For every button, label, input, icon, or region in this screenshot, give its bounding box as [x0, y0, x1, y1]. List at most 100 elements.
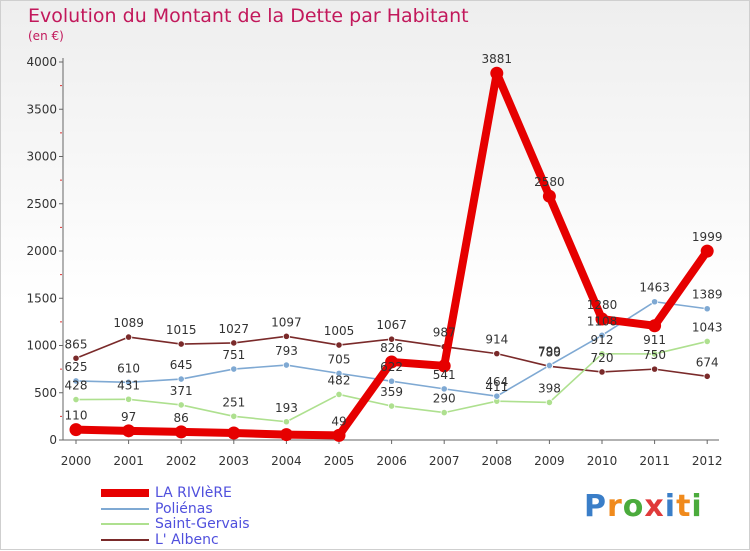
data-point — [227, 426, 241, 440]
data-label: 97 — [121, 410, 136, 424]
data-point — [282, 418, 290, 426]
y-tick-label: 2000 — [26, 244, 57, 258]
data-point — [650, 365, 659, 373]
data-label: 1389 — [692, 288, 723, 302]
data-label: 1067 — [376, 318, 407, 332]
data-point — [493, 350, 501, 358]
data-point — [177, 340, 185, 348]
data-point — [282, 332, 290, 340]
proxiti-logo: Proxiti — [584, 489, 703, 524]
data-label: 1463 — [639, 281, 670, 295]
y-tick-label: 0 — [49, 433, 57, 447]
data-point — [545, 361, 554, 370]
data-point — [493, 392, 501, 400]
data-point — [335, 341, 343, 349]
data-point — [125, 333, 133, 341]
data-point — [650, 298, 659, 306]
legend-label: Saint-Gervais — [155, 516, 250, 532]
y-tick-label: 1500 — [26, 291, 57, 305]
logo-letter: i — [691, 489, 703, 524]
data-point — [387, 402, 396, 410]
data-point — [703, 337, 711, 346]
x-tick-label: 2006 — [376, 454, 407, 468]
data-point — [385, 355, 399, 369]
y-tick-label: 3000 — [26, 150, 57, 164]
data-point — [437, 359, 451, 373]
data-label: 428 — [65, 379, 88, 393]
data-label: 86 — [174, 411, 189, 425]
data-point — [125, 395, 133, 403]
y-tick-label: 500 — [34, 386, 57, 400]
data-label: 359 — [380, 385, 403, 399]
logo-letter: i — [664, 489, 677, 524]
data-label: 793 — [275, 344, 298, 358]
data-label: 541 — [433, 368, 456, 382]
logo-letter: P — [584, 489, 607, 524]
data-label: 625 — [65, 360, 88, 374]
x-tick-label: 2007 — [429, 454, 460, 468]
data-point — [700, 244, 714, 258]
x-tick-label: 2003 — [219, 454, 250, 468]
data-point — [122, 424, 136, 438]
data-point — [174, 425, 188, 439]
data-point — [335, 390, 343, 399]
data-label: 1015 — [166, 323, 197, 337]
data-point — [440, 385, 448, 393]
x-tick-label: 2010 — [587, 454, 618, 468]
x-tick-label: 2004 — [271, 454, 302, 468]
chart-title: Evolution du Montant de la Dette par Hab… — [28, 5, 469, 27]
data-label: 1097 — [271, 315, 302, 329]
y-tick-label: 2500 — [26, 197, 57, 211]
data-label: 750 — [643, 348, 666, 362]
data-label: 799 — [538, 344, 561, 358]
data-label: 464 — [485, 375, 508, 389]
data-label: 780 — [538, 345, 561, 359]
x-tick-label: 2002 — [166, 454, 197, 468]
y-tick-label: 3500 — [26, 102, 57, 116]
legend-swatch — [101, 489, 149, 497]
x-tick-label: 2009 — [534, 454, 565, 468]
data-point — [279, 428, 293, 442]
data-point — [72, 377, 80, 385]
data-point — [332, 428, 346, 442]
legend-label: Poliénas — [155, 500, 213, 517]
data-point — [230, 412, 238, 420]
data-label: 914 — [485, 333, 508, 347]
data-label: 49 — [331, 414, 346, 428]
data-point — [648, 319, 662, 333]
data-label: 622 — [380, 360, 403, 374]
x-tick-label: 2008 — [482, 454, 513, 468]
data-label: 610 — [117, 361, 140, 375]
data-point — [69, 423, 83, 437]
legend-swatch — [101, 523, 149, 525]
data-point — [545, 398, 554, 406]
data-point — [595, 312, 609, 326]
legend-label: L' Albenc — [155, 531, 219, 548]
data-label: 398 — [538, 381, 561, 395]
data-label: 705 — [328, 352, 351, 366]
data-point — [387, 377, 396, 385]
data-point — [703, 372, 711, 380]
data-label: 751 — [222, 348, 245, 362]
data-label: 1280 — [587, 298, 618, 312]
data-point — [72, 354, 80, 362]
data-point — [282, 361, 290, 369]
x-tick-label: 2001 — [113, 454, 144, 468]
data-label: 1089 — [113, 316, 144, 330]
data-label: 290 — [433, 392, 456, 406]
logo-letter: x — [644, 489, 665, 524]
x-tick-label: 2011 — [639, 454, 670, 468]
data-label: 987 — [433, 326, 456, 340]
data-label: 865 — [65, 337, 88, 351]
y-tick-label: 1000 — [26, 339, 57, 353]
legend-swatch — [101, 507, 149, 510]
data-point — [703, 305, 711, 313]
x-tick-label: 2005 — [324, 454, 355, 468]
data-point — [230, 365, 238, 373]
data-label: 826 — [380, 341, 403, 355]
data-label: 911 — [643, 333, 666, 347]
legend-label: LA RIVIèRE — [155, 485, 232, 501]
data-label: 674 — [696, 355, 719, 369]
